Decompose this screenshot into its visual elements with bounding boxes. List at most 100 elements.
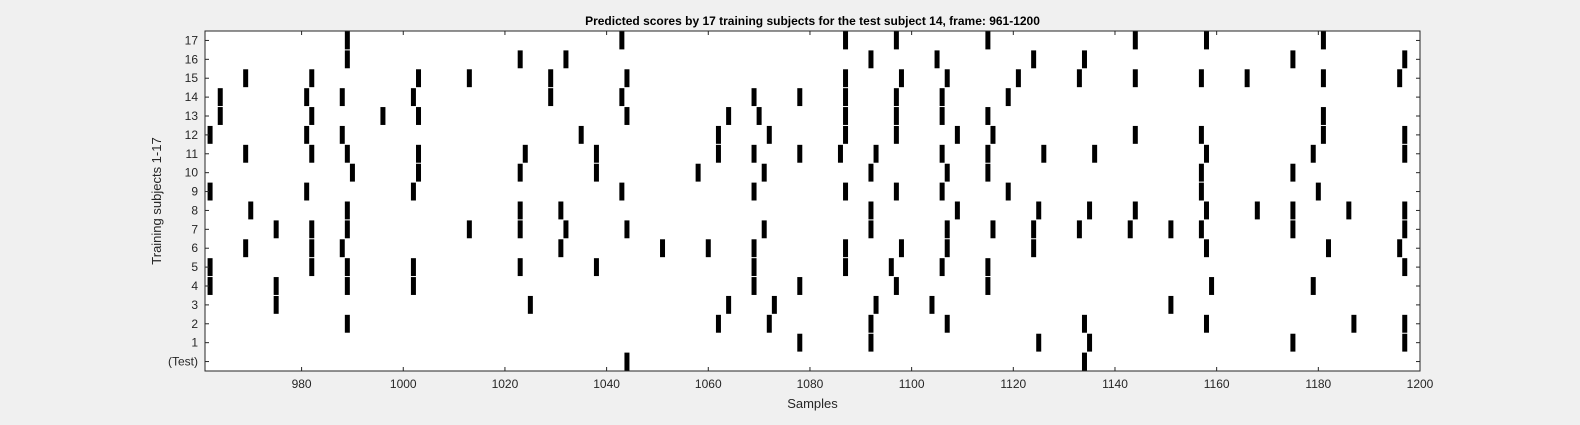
event-mark-row11-2 bbox=[344, 144, 350, 163]
event-mark-row11-4 bbox=[522, 144, 528, 163]
event-mark-row4-7 bbox=[985, 277, 991, 295]
event-mark-row13-10 bbox=[985, 107, 991, 125]
event-mark-row7-10 bbox=[990, 220, 996, 239]
x-tick-label: 1100 bbox=[899, 377, 925, 391]
event-mark-row7-8 bbox=[868, 220, 874, 239]
event-mark-row11-13 bbox=[1041, 144, 1047, 163]
x-axis-label: Samples bbox=[787, 396, 838, 411]
event-mark-row12-6 bbox=[843, 125, 849, 144]
event-mark-row7-1 bbox=[309, 220, 315, 239]
event-mark-row8-7 bbox=[1087, 201, 1093, 220]
event-mark-row17-7 bbox=[1320, 31, 1326, 50]
event-mark-row7-2 bbox=[344, 220, 350, 239]
event-mark-row17-6 bbox=[1203, 31, 1209, 50]
event-mark-row14-6 bbox=[751, 88, 757, 107]
event-mark-row3-0 bbox=[273, 295, 279, 314]
event-mark-row16-6 bbox=[1081, 50, 1087, 69]
event-mark-row5-1 bbox=[309, 258, 315, 277]
event-mark-row10-2 bbox=[517, 163, 523, 182]
event-mark-row14-11 bbox=[1005, 88, 1011, 107]
event-mark-row14-0 bbox=[217, 88, 223, 107]
event-mark-row2-2 bbox=[766, 314, 772, 333]
x-tick-label: 1120 bbox=[1000, 377, 1026, 391]
event-mark-row3-2 bbox=[726, 295, 732, 314]
event-mark-row5-10 bbox=[985, 258, 991, 277]
y-tick-label: 12 bbox=[185, 128, 199, 142]
event-mark-row15-2 bbox=[416, 69, 422, 88]
event-mark-row12-0 bbox=[207, 125, 213, 144]
event-mark-row11-7 bbox=[751, 144, 757, 163]
event-mark-row1-5 bbox=[1402, 333, 1408, 352]
event-mark-row10-6 bbox=[868, 163, 874, 182]
event-mark-row4-9 bbox=[1310, 277, 1316, 295]
event-mark-row10-9 bbox=[1198, 163, 1204, 182]
event-mark-row12-5 bbox=[766, 125, 772, 144]
event-mark-row11-5 bbox=[593, 144, 599, 163]
event-mark-row12-3 bbox=[578, 125, 584, 144]
event-mark-row6-12 bbox=[1325, 239, 1331, 258]
event-mark-row17-4 bbox=[985, 31, 991, 50]
event-mark-row16-8 bbox=[1402, 50, 1408, 69]
event-mark-row6-3 bbox=[558, 239, 564, 258]
event-mark-row12-1 bbox=[304, 125, 310, 144]
event-mark-row2-7 bbox=[1351, 314, 1357, 333]
event-mark-row5-8 bbox=[888, 258, 894, 277]
event-mark-row11-11 bbox=[939, 144, 945, 163]
y-tick-label: 13 bbox=[185, 109, 199, 123]
event-mark-row6-4 bbox=[660, 239, 666, 258]
event-mark-row17-3 bbox=[893, 31, 899, 50]
event-mark-row8-9 bbox=[1203, 201, 1209, 220]
event-mark-row7-4 bbox=[517, 220, 523, 239]
event-mark-row9-2 bbox=[410, 182, 416, 201]
x-tick-label: 1080 bbox=[797, 377, 824, 391]
event-mark-row10-1 bbox=[416, 163, 422, 182]
event-mark-row15-10 bbox=[1076, 69, 1082, 88]
event-mark-row12-2 bbox=[339, 125, 345, 144]
event-mark-row6-5 bbox=[705, 239, 711, 258]
plot-frame bbox=[204, 30, 1421, 372]
event-mark-row9-0 bbox=[207, 182, 213, 201]
event-mark-row13-6 bbox=[756, 107, 762, 125]
event-mark-row13-7 bbox=[843, 107, 849, 125]
event-mark-row11-1 bbox=[309, 144, 315, 163]
event-mark-row7-14 bbox=[1168, 220, 1174, 239]
event-mark-row16-0 bbox=[344, 50, 350, 69]
event-mark-row6-1 bbox=[309, 239, 315, 258]
event-mark-row3-5 bbox=[929, 295, 935, 314]
event-mark-row15-7 bbox=[898, 69, 904, 88]
event-mark-row4-3 bbox=[410, 277, 416, 295]
event-mark-row12-4 bbox=[715, 125, 721, 144]
y-tick-label: 11 bbox=[186, 147, 199, 161]
event-mark-row14-8 bbox=[843, 88, 849, 107]
event-mark-row0-1 bbox=[1081, 352, 1087, 371]
event-mark-row14-9 bbox=[893, 88, 899, 107]
event-mark-row7-9 bbox=[944, 220, 950, 239]
event-mark-row13-4 bbox=[624, 107, 630, 125]
event-mark-row0-0 bbox=[624, 352, 630, 371]
event-mark-row7-12 bbox=[1076, 220, 1082, 239]
event-mark-row5-11 bbox=[1402, 258, 1408, 277]
event-mark-row3-4 bbox=[873, 295, 879, 314]
event-mark-row11-8 bbox=[797, 144, 803, 163]
event-mark-row5-0 bbox=[207, 258, 213, 277]
event-mark-row1-0 bbox=[797, 333, 803, 352]
event-mark-row14-4 bbox=[548, 88, 554, 107]
event-mark-row4-6 bbox=[893, 277, 899, 295]
event-mark-row11-12 bbox=[985, 144, 991, 163]
event-mark-row6-0 bbox=[243, 239, 249, 258]
event-mark-row1-2 bbox=[1036, 333, 1042, 352]
event-mark-row2-4 bbox=[944, 314, 950, 333]
event-mark-row15-13 bbox=[1244, 69, 1250, 88]
event-mark-row6-9 bbox=[944, 239, 950, 258]
event-mark-row13-11 bbox=[1320, 107, 1326, 125]
event-mark-row3-1 bbox=[527, 295, 533, 314]
event-mark-row9-3 bbox=[619, 182, 625, 201]
event-mark-row12-7 bbox=[893, 125, 899, 144]
x-tick-label: 1140 bbox=[1102, 377, 1128, 391]
event-mark-row9-9 bbox=[1198, 182, 1204, 201]
event-mark-row3-6 bbox=[1168, 295, 1174, 314]
event-mark-row17-2 bbox=[843, 31, 849, 50]
event-mark-row13-9 bbox=[939, 107, 945, 125]
event-mark-row16-4 bbox=[934, 50, 940, 69]
